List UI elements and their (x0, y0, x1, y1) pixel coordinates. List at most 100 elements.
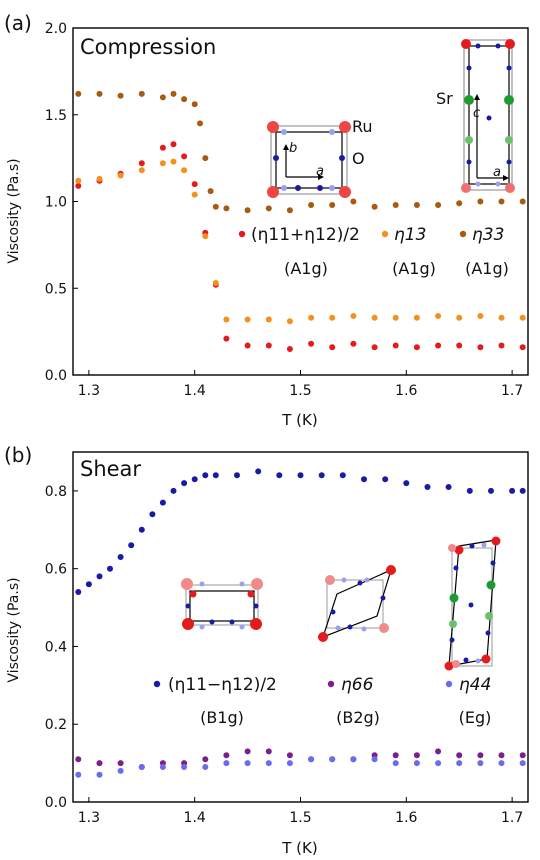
sr-label: Sr (436, 89, 453, 108)
data-point (382, 476, 389, 483)
data-point (350, 313, 357, 319)
data-point (170, 158, 177, 165)
data-point (244, 207, 251, 214)
data-point (456, 760, 463, 767)
x-tick-label: 1.7 (501, 810, 523, 826)
data-point (519, 344, 526, 351)
data-point (96, 90, 103, 97)
panel-a-ylabel: Viscosity (Pa.s) (6, 158, 22, 263)
x-tick-label: 1.6 (395, 383, 417, 399)
panel-a-xlabel: T (K) (281, 411, 317, 429)
data-point (202, 472, 209, 479)
y-tick-label: 0.5 (45, 281, 67, 297)
data-point (435, 342, 442, 349)
data-point (498, 342, 505, 349)
data-point (498, 752, 505, 759)
data-point (509, 487, 516, 494)
legend-marker-icon (445, 680, 453, 688)
data-point (244, 342, 251, 349)
x-tick-label: 1.4 (184, 810, 206, 826)
data-point (255, 468, 262, 475)
data-point (371, 203, 378, 210)
data-point (519, 314, 526, 321)
data-point (191, 191, 198, 198)
data-point (212, 280, 219, 286)
x-tick-label: 1.5 (289, 383, 311, 399)
data-point (96, 573, 103, 580)
y-tick-label: 1.5 (45, 108, 67, 124)
data-point (117, 92, 124, 99)
data-point (265, 748, 272, 755)
ru-atom-icon (267, 121, 279, 133)
data-point (371, 314, 378, 321)
sr-atom-icon (504, 95, 514, 105)
data-point (223, 205, 230, 212)
y-tick-label: 0.0 (45, 368, 67, 384)
data-point (234, 472, 240, 479)
data-point (339, 472, 346, 479)
data-point (138, 160, 145, 167)
data-point (477, 313, 484, 319)
x-tick-label: 1.6 (395, 810, 417, 826)
data-point (498, 760, 505, 767)
data-point (75, 756, 82, 763)
o-atom-icon (339, 155, 345, 161)
inset-ab-cell: a b Ru O (267, 117, 373, 198)
data-point (170, 90, 177, 97)
a-axis-label: a (316, 164, 324, 179)
data-point (265, 760, 272, 767)
y-tick-label: 1.0 (45, 195, 67, 211)
ru-label: Ru (352, 117, 373, 136)
o-atom-icon (281, 185, 287, 191)
data-point (223, 316, 230, 323)
legend-marker-icon (153, 680, 161, 688)
data-point (286, 346, 293, 352)
ru-atom-icon (339, 186, 351, 198)
legend-series-3: η44 (459, 675, 491, 695)
data-point (308, 202, 315, 208)
data-point (318, 472, 325, 479)
data-point (170, 141, 177, 148)
data-point (488, 487, 494, 494)
a-axis-label: a (493, 165, 501, 180)
data-point (371, 344, 378, 351)
data-point (456, 200, 463, 207)
data-point (519, 487, 526, 494)
data-point (392, 342, 399, 349)
data-point (85, 581, 92, 588)
data-point (456, 314, 463, 321)
data-point (350, 198, 357, 205)
data-point (403, 480, 410, 487)
data-point (435, 748, 442, 755)
data-point (191, 101, 198, 108)
panel-a-label: (a) (4, 11, 32, 35)
data-point (477, 752, 484, 759)
series-2 (75, 158, 526, 325)
ru-atom-icon (267, 186, 279, 198)
data-point (329, 202, 336, 208)
data-point (519, 752, 526, 759)
legend-marker-icon (459, 230, 467, 238)
legend-series-2: η66 (341, 675, 374, 695)
data-point (181, 764, 188, 770)
ru-atom-icon (339, 121, 351, 133)
data-point (223, 760, 230, 767)
data-point (159, 144, 166, 151)
data-point (197, 120, 203, 127)
data-point (138, 90, 145, 97)
panel-a-legend: (η11+η12)/2 η13 η33 (A1g) (A1g) (A1g) (238, 225, 509, 278)
data-point (212, 472, 219, 479)
c-axis-label: c (473, 106, 480, 121)
data-point (498, 198, 505, 205)
inset-ac-cell: a c Sr (436, 39, 515, 193)
legend-marker-icon (381, 230, 389, 238)
data-point (413, 752, 420, 759)
data-point (75, 177, 82, 184)
data-point (477, 198, 484, 205)
panel-a-axis-ticks: 1.3 1.4 1.5 1.6 1.7 0.0 0.5 1.0 1.5 2.0 (45, 21, 524, 399)
y-tick-label: 0.6 (45, 562, 67, 578)
data-point (350, 340, 357, 347)
o-atom-icon (281, 129, 287, 135)
legend-series-1: (η11−η12)/2 (168, 675, 277, 695)
x-tick-label: 1.3 (78, 810, 100, 826)
